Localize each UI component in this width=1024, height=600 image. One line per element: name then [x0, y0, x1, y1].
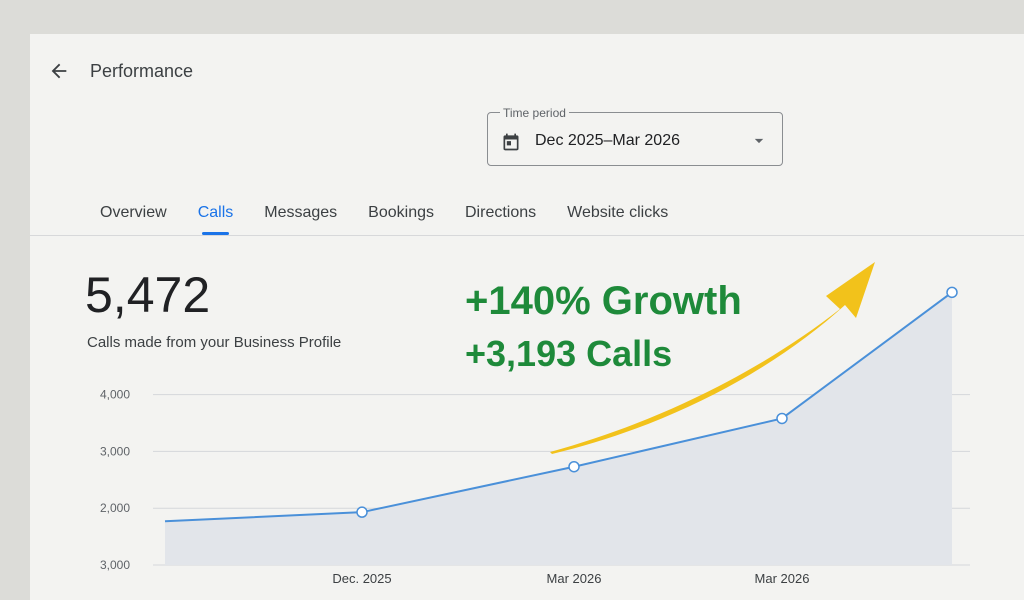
metric-caption: Calls made from your Business Profile	[87, 334, 342, 351]
page-title: Performance	[90, 61, 194, 81]
annotation: +140% Growth	[465, 279, 742, 323]
calendar-icon	[503, 133, 519, 151]
tab-bar: Overview Calls Messages Bookings Directions W…	[100, 204, 699, 235]
tab[interactable]: Website clicks	[567, 204, 669, 221]
screen: Performance Time period Dec 2025–Mar 202…	[30, 34, 1024, 600]
time-period-select[interactable]	[487, 112, 783, 166]
x-tick-label: Dec. 2025	[332, 571, 391, 586]
tab[interactable]: Calls	[197, 204, 234, 235]
chart: +140% Growth +3,193 Calls 4,000 3,000 2,00…	[100, 262, 970, 586]
divider	[30, 235, 1024, 236]
y-tick-label: 4,000	[100, 388, 130, 402]
field-value: Dec 2025–Mar 2026	[535, 132, 680, 149]
x-tick-label: Mar 2026	[547, 571, 602, 586]
y-tick-label: 2,000	[100, 501, 130, 515]
metric-value: 5,472	[85, 267, 211, 323]
annotation: +3,193 Calls	[465, 333, 672, 374]
point	[776, 412, 788, 425]
dropdown-icon	[754, 138, 764, 144]
tab[interactable]: Directions	[465, 204, 537, 221]
point	[568, 460, 580, 473]
back-button[interactable]	[48, 60, 70, 82]
point	[946, 286, 958, 299]
tab[interactable]: Messages	[264, 204, 338, 221]
area	[165, 292, 952, 565]
x-tick-label: Mar 2026	[755, 571, 810, 586]
tab[interactable]: Bookings	[368, 204, 434, 221]
field-label: Time period	[500, 106, 569, 120]
y-tick-label: 3,000	[100, 558, 130, 572]
y-tick-label: 3,000	[100, 444, 130, 458]
point	[356, 506, 368, 518]
tab[interactable]: Overview	[100, 204, 167, 221]
